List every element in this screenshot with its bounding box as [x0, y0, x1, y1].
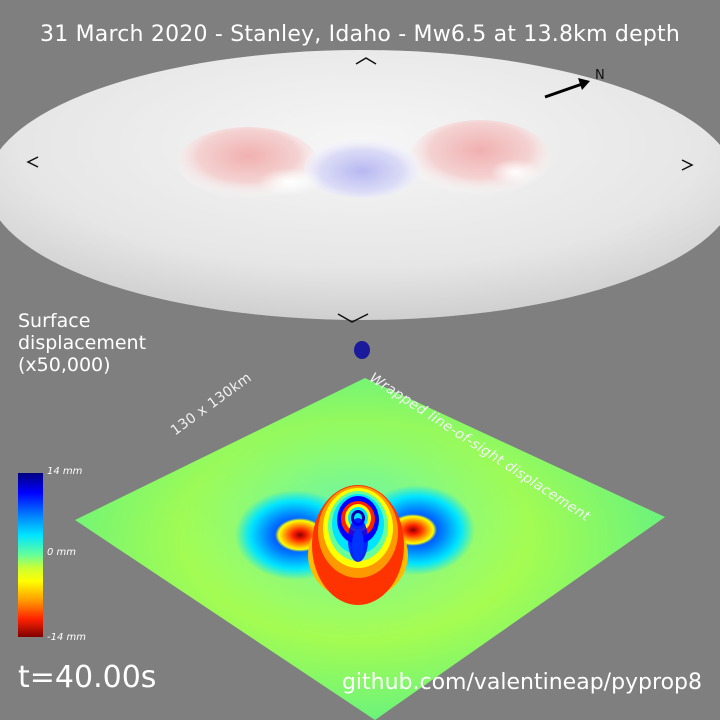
surface-displacement-label: Surface displacement (x50,000): [18, 310, 147, 376]
colorbar-mid-label: 0 mm: [47, 547, 77, 558]
chevron-right-icon: [681, 159, 694, 171]
surface-displacement-disc: [0, 50, 720, 359]
time-label: t=40.00s: [18, 660, 157, 695]
colorbar: [18, 473, 43, 637]
chevron-down-icon: [337, 313, 369, 323]
colorbar-max-label: 14 mm: [47, 466, 83, 477]
colorbar-min-label: -14 mm: [47, 632, 86, 643]
compass-chevrons: [26, 57, 694, 323]
chevron-left-icon: [26, 156, 39, 168]
north-arrow-icon: [544, 78, 590, 99]
credit-link: github.com/valentineap/pyprop8: [341, 670, 702, 695]
chevron-up-icon: [355, 57, 377, 65]
page-title: 31 March 2020 - Stanley, Idaho - Mw6.5 a…: [40, 22, 680, 47]
los-displacement-field: [75, 378, 665, 720]
north-label: N: [595, 68, 605, 83]
